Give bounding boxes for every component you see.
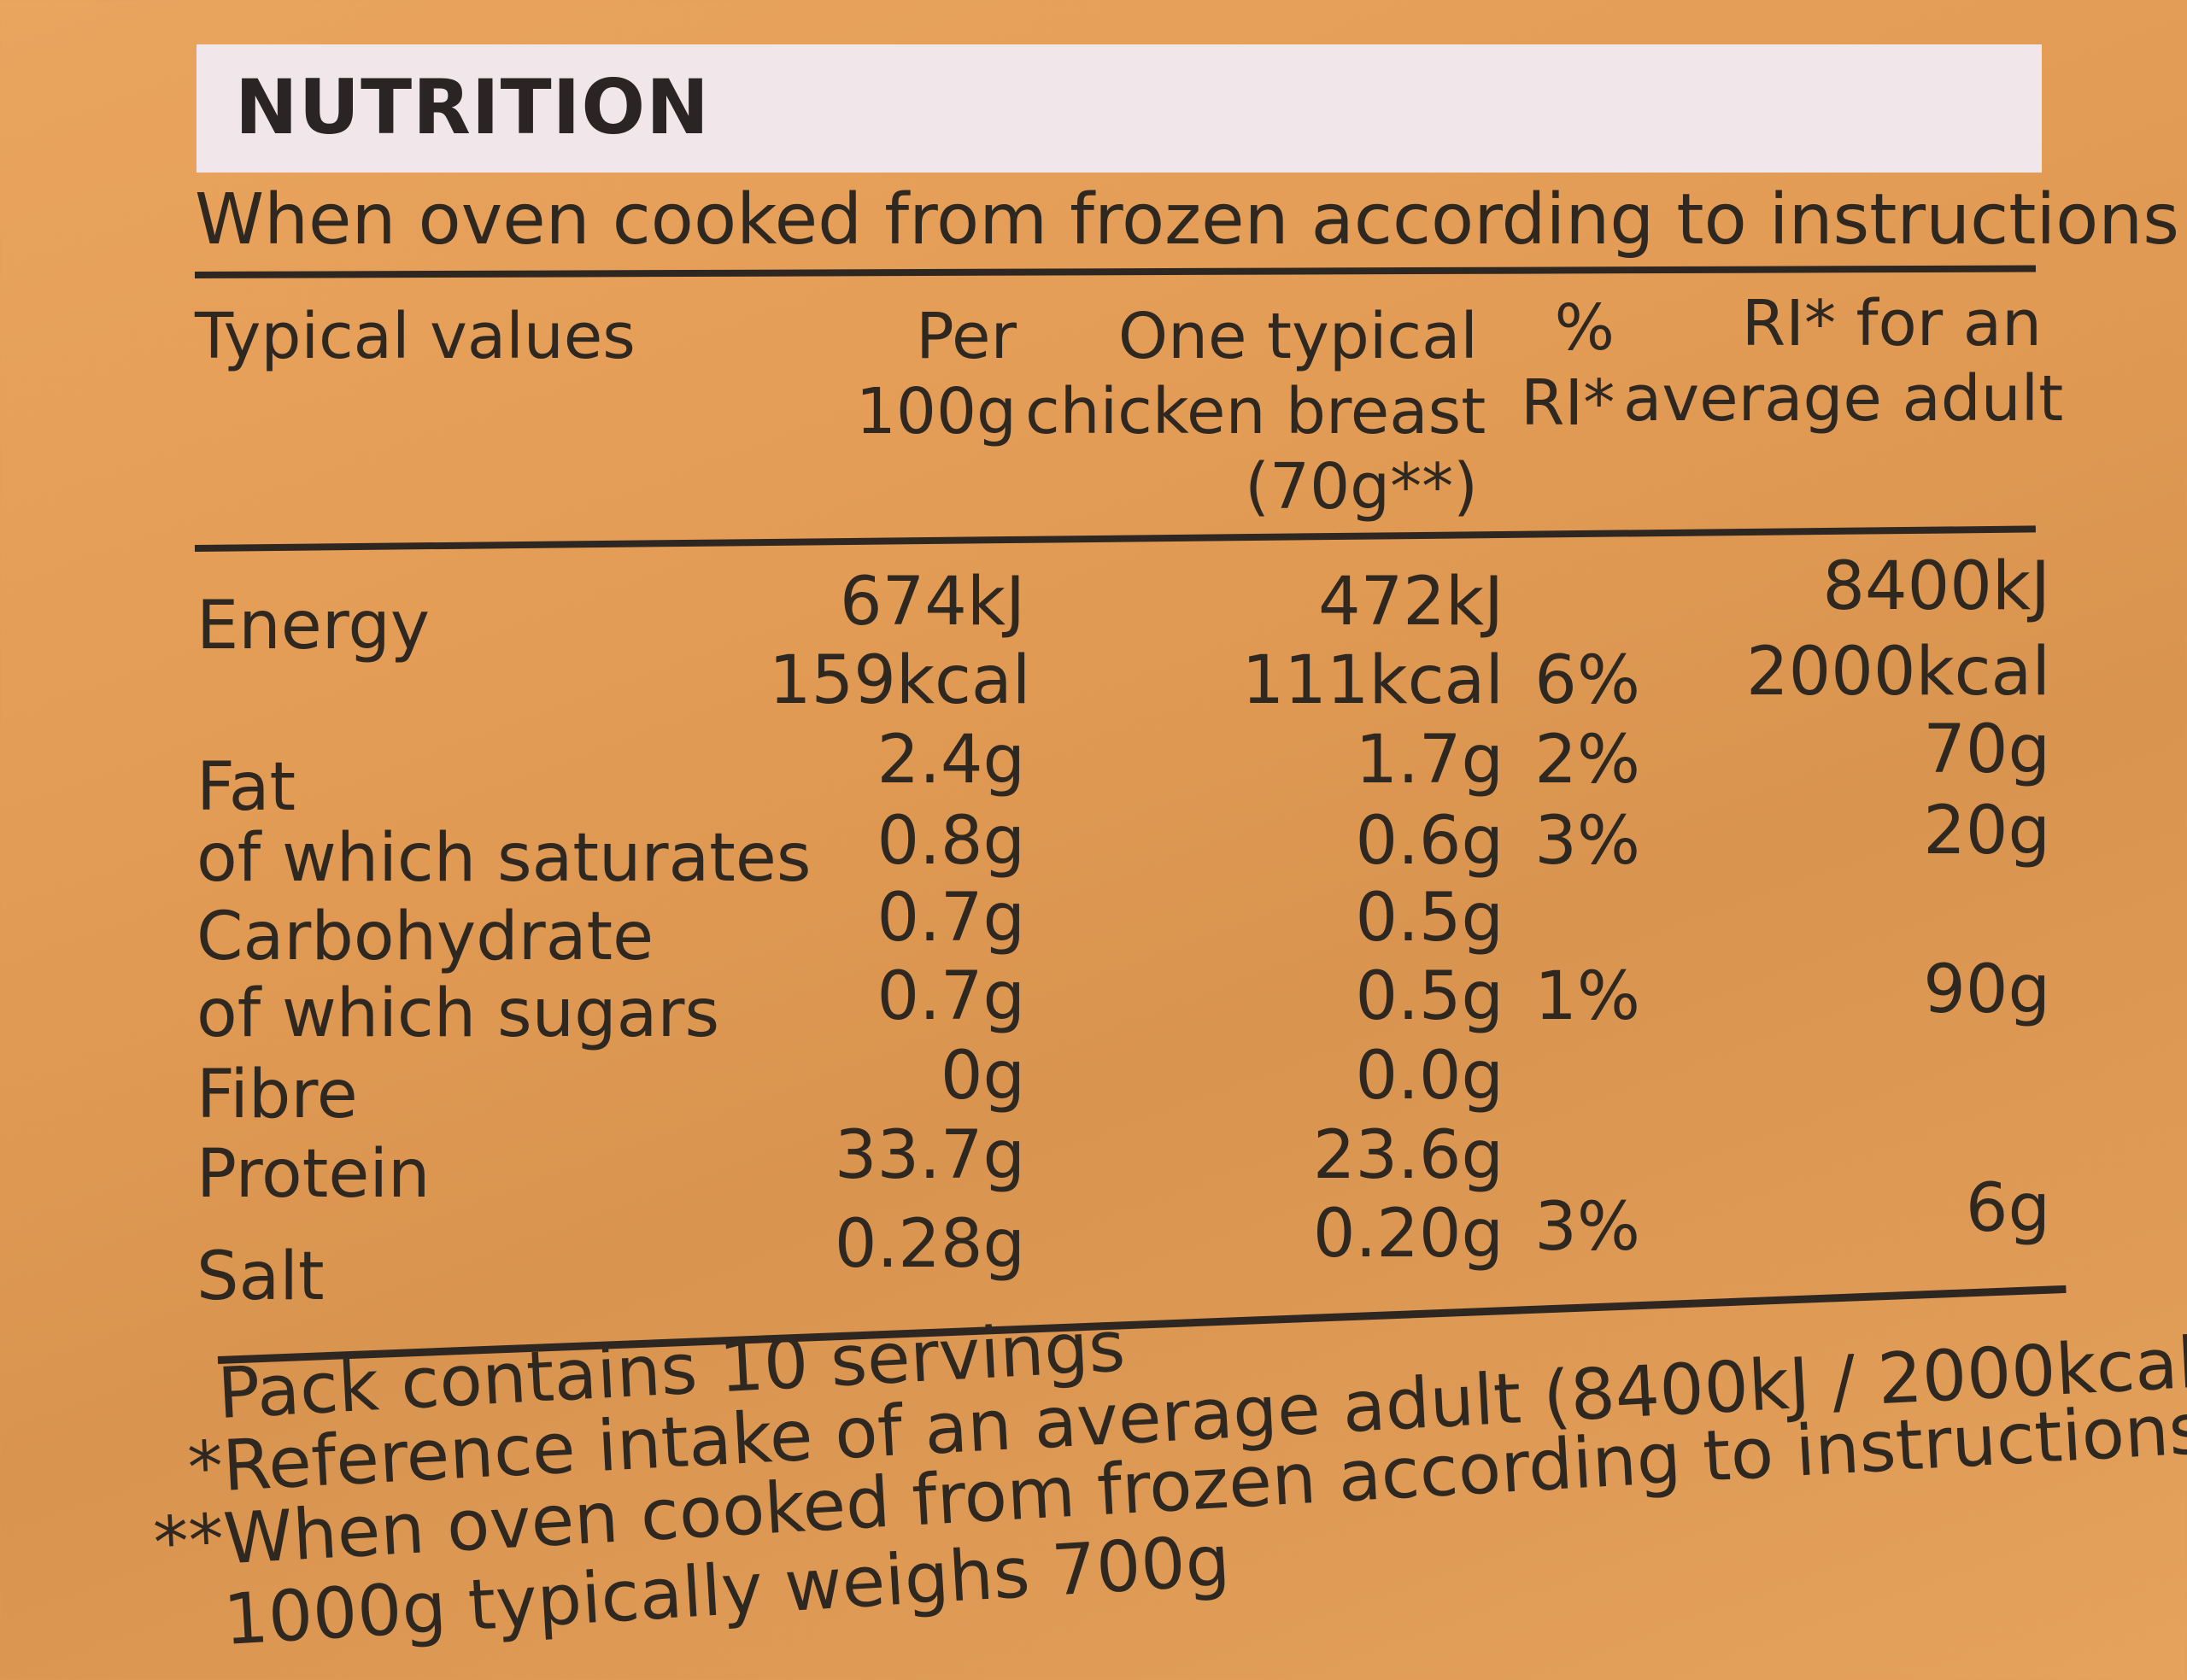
percent-ri-value: 6% bbox=[1534, 642, 1640, 719]
label-title: NUTRITION bbox=[235, 63, 710, 151]
table-row: 159kcal 111kcal 6% 2000kcal bbox=[0, 634, 2187, 719]
column-header-ri-adult: RI* for an average adult bbox=[1623, 286, 2064, 436]
column-header-line: average adult bbox=[1623, 362, 2064, 436]
nutrient-name: Salt bbox=[196, 1238, 325, 1315]
per-100g-value: 159kcal bbox=[769, 642, 1031, 719]
ri-value: 70g bbox=[1923, 711, 2050, 788]
per-100g-value: 0g bbox=[940, 1038, 1025, 1115]
ri-value: 6g bbox=[1965, 1170, 2050, 1247]
header-band: NUTRITION bbox=[196, 44, 2042, 173]
per-100g-value: 0.28g bbox=[834, 1206, 1025, 1283]
column-header-line: Per bbox=[916, 300, 1017, 373]
column-header-percent-ri: % RI* bbox=[1521, 290, 1615, 441]
column-header-per-100g: Per 100g bbox=[820, 299, 1017, 449]
ri-value: 8400kJ bbox=[1822, 548, 2050, 625]
column-header-line: RI* bbox=[1521, 366, 1615, 440]
per-serving-value: 0.0g bbox=[1355, 1038, 1504, 1115]
percent-ri-value: 2% bbox=[1534, 722, 1640, 799]
per-serving-value: 1.7g bbox=[1355, 722, 1504, 799]
per-100g-value: 2.4g bbox=[877, 722, 1025, 799]
table-row: Fibre 0g 0.0g bbox=[0, 1038, 2187, 1133]
per-serving-value: 472kJ bbox=[1317, 564, 1504, 641]
table-row: Salt 0.28g 0.20g 3% 6g bbox=[0, 1170, 2187, 1315]
table-row: Energy 674kJ 472kJ 8400kJ bbox=[0, 548, 2187, 664]
percent-ri-value: 3% bbox=[1534, 803, 1640, 880]
percent-ri-value: 3% bbox=[1534, 1189, 1640, 1266]
column-header-per-serving: One typical chicken breast (70g**) bbox=[1025, 299, 1486, 524]
per-serving-value: 0.20g bbox=[1312, 1196, 1504, 1273]
label-subtitle: When oven cooked from frozen according t… bbox=[195, 179, 2179, 260]
ri-value: 90g bbox=[1923, 951, 2050, 1028]
per-serving-value: 0.5g bbox=[1355, 880, 1504, 957]
table-row: of which saturates 0.8g 0.6g 3% 20g bbox=[0, 793, 2187, 897]
per-serving-value: 111kcal bbox=[1241, 642, 1504, 719]
nutrient-name: Fibre bbox=[196, 1057, 358, 1133]
nutrient-name: Carbohydrate bbox=[196, 899, 654, 975]
per-serving-value: 0.6g bbox=[1355, 803, 1504, 880]
column-header-line: (70g**) bbox=[1245, 450, 1478, 524]
per-100g-value: 0.7g bbox=[877, 958, 1025, 1035]
nutrient-name: Fat bbox=[196, 749, 296, 826]
nutrient-name: Energy bbox=[196, 588, 431, 664]
per-100g-value: 33.7g bbox=[834, 1117, 1025, 1194]
table-row: Fat 2.4g 1.7g 2% 70g bbox=[0, 711, 2187, 826]
table-row: Protein 33.7g 23.6g bbox=[0, 1117, 2187, 1213]
nutrient-name: Protein bbox=[196, 1136, 431, 1213]
ri-value: 20g bbox=[1923, 793, 2050, 869]
column-header-line: 100g bbox=[855, 375, 1017, 448]
column-header-typical: Typical values bbox=[195, 300, 636, 373]
nutrient-name: of which sugars bbox=[196, 975, 720, 1052]
ri-value: 2000kcal bbox=[1745, 634, 2050, 711]
table-row: of which sugars 0.7g 0.5g 1% 90g bbox=[0, 951, 2187, 1052]
percent-ri-value: 1% bbox=[1534, 958, 1640, 1035]
per-serving-value: 0.5g bbox=[1355, 958, 1504, 1035]
per-100g-value: 0.8g bbox=[877, 803, 1025, 880]
table-row: Carbohydrate 0.7g 0.5g bbox=[0, 880, 2187, 975]
column-header-line: RI* for an bbox=[1741, 287, 2042, 360]
column-header-line: % bbox=[1554, 291, 1615, 365]
per-100g-value: 674kJ bbox=[839, 564, 1025, 641]
column-header-line: chicken breast bbox=[1025, 375, 1486, 448]
per-serving-value: 23.6g bbox=[1312, 1117, 1504, 1194]
per-100g-value: 0.7g bbox=[877, 880, 1025, 957]
column-header-line: One typical bbox=[1117, 300, 1478, 373]
nutrient-name: of which saturates bbox=[196, 820, 812, 897]
